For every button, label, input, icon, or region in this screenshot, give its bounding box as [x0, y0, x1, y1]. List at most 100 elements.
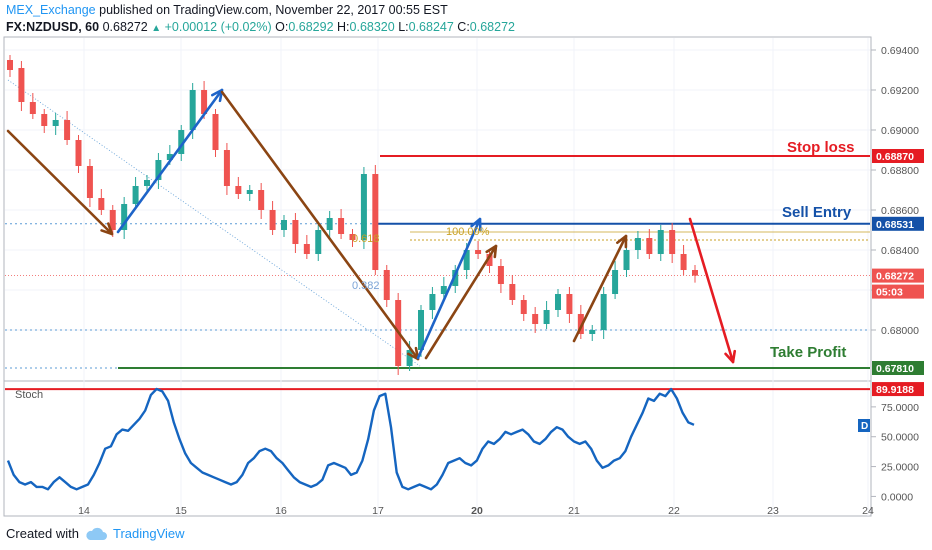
- high-label: H:: [337, 20, 350, 34]
- stop-loss-tag-text: 0.68870: [876, 151, 914, 163]
- candle-body: [475, 250, 482, 254]
- candle-body: [418, 310, 424, 350]
- close-value: 0.68272: [469, 20, 515, 34]
- stoch-d-tag-text: D: [861, 421, 868, 432]
- time-tick-label: 20: [471, 505, 483, 517]
- tradingview-brand[interactable]: TradingView: [112, 526, 185, 541]
- footer: Created with TradingView: [6, 526, 185, 541]
- price-tick-label: 0.68600: [881, 205, 919, 217]
- chart-frame: [3, 36, 872, 517]
- candle-body: [315, 230, 322, 254]
- stoch-axis: 0.0000 25.0000 50.0000 75.0000: [871, 402, 919, 503]
- stoch-label: Stoch: [15, 389, 43, 401]
- candle-body: [406, 350, 413, 366]
- price-tick-label: 0.68800: [881, 165, 919, 177]
- candle-body: [18, 68, 25, 102]
- candle-body: [132, 186, 139, 204]
- stoch-level-tag-text: 89.9188: [876, 384, 914, 396]
- stop-loss-tag: [872, 149, 924, 163]
- price-tick-label: 0.69400: [881, 45, 919, 57]
- take-profit-tag: [872, 361, 924, 375]
- price-tags: 0.68870 0.68531 0.68272 05:03 0.67810 89.9188…: [858, 149, 924, 432]
- arrow-up-4: [572, 234, 628, 343]
- candle-body: [532, 314, 539, 324]
- time-tick-label: 15: [175, 505, 187, 517]
- time-tick-label: 21: [568, 505, 580, 517]
- arrow-up-1-head: [210, 88, 224, 103]
- stoch-tick-label: 75.0000: [881, 402, 919, 414]
- candle-body: [338, 218, 345, 234]
- stoch-tick-label: 0.0000: [881, 491, 913, 503]
- candle-body: [212, 114, 219, 150]
- candle-body: [29, 102, 36, 114]
- arrow-down-1: [6, 129, 114, 236]
- candle-body: [86, 166, 93, 198]
- stoch-tick-label: 25.0000: [881, 462, 919, 474]
- last-price-tag-text: 0.68272: [876, 271, 914, 283]
- candle-body: [497, 266, 504, 284]
- candle-body: [246, 190, 253, 194]
- candle-body: [543, 310, 550, 324]
- low-label: L:: [398, 20, 409, 34]
- sell-entry-tag-text: 0.68531: [876, 219, 914, 231]
- candle-body: [372, 174, 379, 270]
- candle-body: [634, 238, 641, 250]
- stoch-tick-label: 50.0000: [881, 432, 919, 444]
- author-link[interactable]: MEX_Exchange: [6, 3, 96, 17]
- open-value: 0.68292: [288, 20, 334, 34]
- candle-body: [178, 130, 185, 154]
- grid: [5, 38, 870, 516]
- candle-body: [429, 294, 436, 310]
- candles: [7, 55, 698, 375]
- levels: [5, 79, 870, 369]
- last-price: 0.68272: [102, 20, 148, 34]
- time-tick-label: 24: [862, 505, 874, 517]
- candle-body: [623, 250, 630, 270]
- candle-body: [452, 270, 459, 286]
- trend-dotted-line: [7, 79, 421, 367]
- cloud-icon: [86, 527, 107, 540]
- price-change: +0.00012 (+0.02%): [164, 20, 272, 34]
- low-value: 0.68247: [408, 20, 454, 34]
- price-tick-label: 0.68000: [881, 325, 919, 337]
- candle-body: [258, 190, 265, 210]
- candle-body: [463, 250, 470, 270]
- candle-body: [166, 154, 173, 160]
- sell-entry-tag: [872, 216, 924, 231]
- candle-body: [360, 174, 367, 240]
- arrow-up-1: [116, 88, 224, 234]
- chart-canvas[interactable]: 0.68000 0.68400 0.68600 0.68800 0.69000 0.692…: [0, 0, 932, 520]
- candle-body: [98, 198, 105, 210]
- candle-body: [235, 186, 242, 194]
- sell-entry-label: Sell Entry: [782, 204, 852, 221]
- time-axis: 14 15 16 17 20 21 22 23 24: [78, 505, 874, 517]
- countdown-tag-text: 05:03: [876, 287, 903, 299]
- last-price-tag: [872, 268, 924, 283]
- candle-body: [520, 300, 527, 314]
- candle-body: [657, 230, 664, 254]
- fib-618-label: 0.618: [352, 233, 380, 245]
- candle-body: [589, 330, 596, 334]
- arrow-up-3: [424, 244, 498, 360]
- candle-body: [577, 314, 584, 334]
- candle-body: [600, 294, 607, 330]
- candle-body: [612, 270, 619, 294]
- candle-body: [121, 204, 128, 230]
- time-tick-label: 23: [767, 505, 779, 517]
- candle-body: [144, 180, 150, 186]
- candle-body: [440, 286, 447, 294]
- stoch-d-tag: [858, 419, 870, 432]
- close-label: C:: [457, 20, 470, 34]
- time-tick-label: 16: [275, 505, 287, 517]
- candle-body: [486, 254, 493, 266]
- fib-100-label: 100.00%: [446, 226, 490, 238]
- take-profit-tag-text: 0.67810: [876, 363, 914, 375]
- stoch-pane: [5, 387, 870, 491]
- arrow-down-2: [220, 90, 420, 361]
- candle-body: [269, 210, 276, 230]
- stoch-line: [6, 387, 695, 491]
- arrow-down-1-head: [100, 222, 114, 236]
- candle-body: [680, 254, 687, 270]
- symbol-name: FX:NZDUSD, 60: [6, 20, 100, 34]
- time-tick-label: 17: [372, 505, 384, 517]
